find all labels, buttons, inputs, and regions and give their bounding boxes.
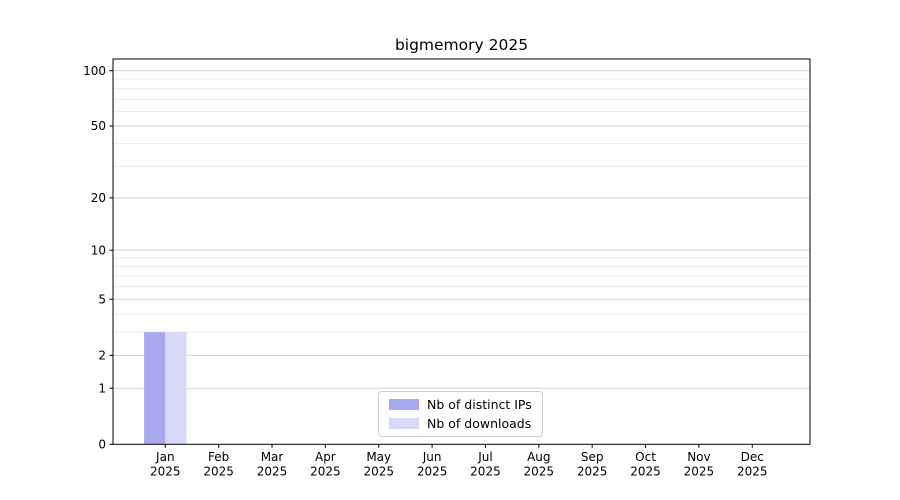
x-tick-label-month: Feb (208, 450, 229, 464)
x-tick-label-year: 2025 (257, 464, 288, 478)
x-tick-label-year: 2025 (630, 464, 661, 478)
x-tick-label-year: 2025 (203, 464, 234, 478)
legend-item-downloads: Nb of downloads (389, 416, 532, 431)
legend-swatch-downloads (389, 418, 419, 429)
x-tick-label-year: 2025 (470, 464, 501, 478)
x-tick-label-year: 2025 (150, 464, 181, 478)
x-tick-label-month: Jan (155, 450, 175, 464)
y-tick-label: 100 (83, 64, 106, 78)
legend-label-downloads: Nb of downloads (427, 416, 532, 431)
x-tick-label-month: Apr (315, 450, 336, 464)
x-tick-label-month: Dec (741, 450, 764, 464)
x-tick-label-year: 2025 (363, 464, 394, 478)
y-tick-label: 5 (98, 292, 106, 306)
x-tick-label-month: Nov (687, 450, 710, 464)
legend-swatch-distinct-ips (389, 399, 419, 410)
x-tick-label-year: 2025 (577, 464, 608, 478)
y-tick-label: 10 (91, 243, 106, 257)
x-tick-label-month: May (366, 450, 391, 464)
y-tick-label: 2 (98, 349, 106, 363)
x-tick-label-year: 2025 (737, 464, 768, 478)
chart-title: bigmemory 2025 (394, 36, 529, 54)
x-tick-label-year: 2025 (524, 464, 555, 478)
x-tick-label-month: Aug (527, 450, 550, 464)
x-tick-label-month: Sep (581, 450, 604, 464)
y-tick-label: 20 (91, 191, 106, 205)
x-tick-label-month: Oct (635, 450, 656, 464)
y-tick-label: 50 (91, 119, 106, 133)
legend-label-distinct-ips: Nb of distinct IPs (427, 397, 532, 412)
x-tick-label-month: Jun (422, 450, 442, 464)
bar-jan-nb-of-distinct-ips (144, 332, 166, 445)
y-tick-label: 1 (98, 381, 106, 395)
x-tick-label-year: 2025 (684, 464, 715, 478)
axes-border (112, 58, 811, 445)
x-tick-label-year: 2025 (417, 464, 448, 478)
legend: Nb of distinct IPs Nb of downloads (378, 391, 543, 437)
x-tick-label-month: Jul (477, 450, 492, 464)
legend-item-distinct-ips: Nb of distinct IPs (389, 397, 532, 412)
y-tick-label: 0 (98, 438, 106, 452)
x-tick-label-year: 2025 (310, 464, 341, 478)
bar-jan-nb-of-downloads (165, 332, 187, 445)
x-tick-label-month: Mar (261, 450, 284, 464)
